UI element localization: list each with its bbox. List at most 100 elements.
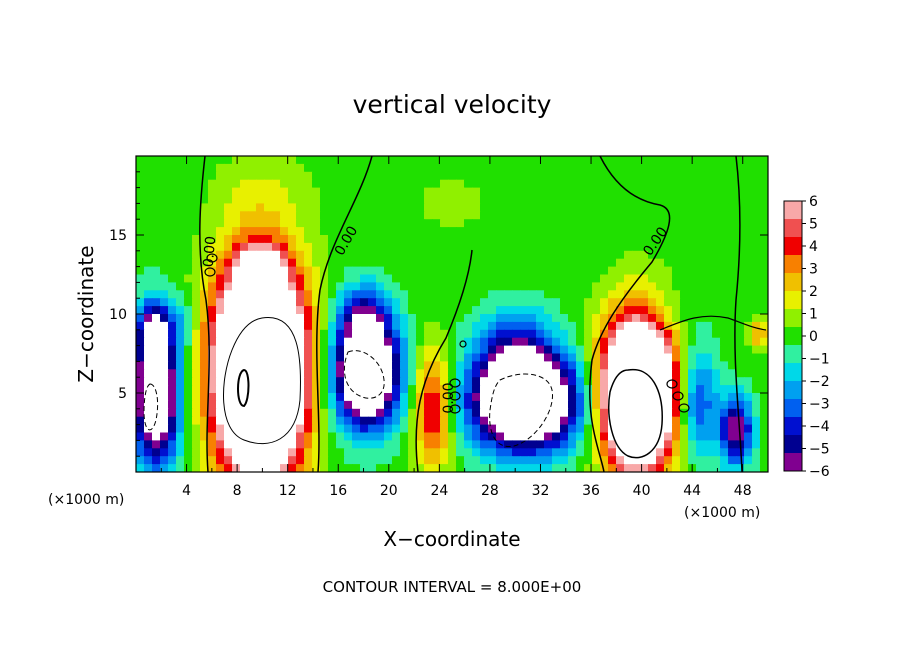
heatmap-cell bbox=[200, 321, 209, 331]
heatmap-cell bbox=[208, 321, 217, 331]
heatmap-cell bbox=[536, 321, 545, 331]
heatmap-cell bbox=[464, 329, 473, 339]
heatmap-cell bbox=[176, 345, 185, 355]
heatmap-cell bbox=[608, 258, 617, 268]
heatmap-cell bbox=[376, 290, 385, 299]
heatmap-cell bbox=[720, 274, 729, 283]
heatmap-cell bbox=[384, 203, 393, 212]
heatmap-cell bbox=[496, 258, 505, 268]
heatmap-cell bbox=[312, 179, 321, 189]
heatmap-cell bbox=[144, 369, 153, 378]
heatmap-cell bbox=[552, 227, 561, 236]
heatmap-cell bbox=[512, 321, 521, 331]
heatmap-cell bbox=[312, 400, 321, 410]
heatmap-cell bbox=[512, 163, 521, 173]
heatmap-cell bbox=[464, 203, 473, 212]
heatmap-cell bbox=[224, 361, 233, 370]
heatmap-cell bbox=[536, 432, 545, 441]
heatmap-cell bbox=[224, 258, 233, 268]
colorbar-label: −2 bbox=[809, 374, 830, 390]
heatmap-cell bbox=[624, 242, 633, 252]
heatmap-cell bbox=[712, 369, 721, 378]
heatmap-cell bbox=[440, 393, 449, 402]
heatmap-cell bbox=[216, 440, 225, 449]
heatmap-cell bbox=[328, 187, 337, 197]
heatmap-cell bbox=[600, 314, 609, 323]
heatmap-cell bbox=[176, 290, 185, 299]
heatmap-cell bbox=[456, 353, 465, 362]
heatmap-cell bbox=[528, 361, 537, 370]
heatmap-cell bbox=[272, 242, 281, 252]
heatmap-cell bbox=[408, 235, 417, 244]
heatmap-cell bbox=[240, 306, 249, 315]
heatmap-cell bbox=[752, 385, 761, 394]
heatmap-cell bbox=[680, 369, 689, 378]
heatmap-cell bbox=[688, 456, 697, 465]
heatmap-cell bbox=[224, 298, 233, 307]
heatmap-cell bbox=[296, 227, 305, 236]
heatmap-cell bbox=[528, 464, 537, 472]
heatmap-cell bbox=[544, 171, 553, 181]
heatmap-cell bbox=[520, 298, 529, 307]
heatmap-cell bbox=[448, 361, 457, 370]
heatmap-cell bbox=[440, 424, 449, 434]
heatmap-cell bbox=[600, 235, 609, 244]
heatmap-cell bbox=[304, 266, 313, 276]
heatmap-cell bbox=[696, 298, 705, 307]
heatmap-cell bbox=[480, 329, 489, 339]
heatmap-cell bbox=[248, 448, 257, 457]
heatmap-cell bbox=[752, 321, 761, 331]
heatmap-cell bbox=[656, 258, 665, 268]
heatmap-cell bbox=[240, 377, 249, 386]
heatmap-cell bbox=[552, 361, 561, 370]
heatmap-cell bbox=[376, 211, 385, 220]
heatmap-cell bbox=[568, 337, 577, 347]
heatmap-cell bbox=[688, 179, 697, 189]
heatmap-cell bbox=[376, 227, 385, 236]
heatmap-cell bbox=[368, 440, 377, 449]
heatmap-cell bbox=[296, 258, 305, 268]
heatmap-cell bbox=[360, 432, 369, 441]
heatmap-cell bbox=[192, 258, 201, 268]
heatmap-cell bbox=[312, 321, 321, 331]
heatmap-cell bbox=[560, 163, 569, 173]
heatmap-cell bbox=[344, 456, 353, 465]
heatmap-cell bbox=[552, 163, 561, 173]
heatmap-cell bbox=[224, 219, 233, 228]
heatmap-cell bbox=[448, 242, 457, 252]
heatmap-cell bbox=[568, 227, 577, 236]
heatmap-cell bbox=[408, 353, 417, 362]
heatmap-cell bbox=[656, 314, 665, 323]
updraft-contour bbox=[608, 368, 663, 459]
heatmap-cell bbox=[624, 369, 633, 378]
heatmap-cell bbox=[176, 306, 185, 315]
heatmap-cell bbox=[416, 179, 425, 189]
heatmap-cell bbox=[720, 337, 729, 347]
heatmap-cell bbox=[216, 345, 225, 355]
heatmap-cell bbox=[384, 195, 393, 204]
heatmap-cell bbox=[712, 250, 721, 260]
heatmap-cell bbox=[720, 282, 729, 291]
heatmap-cell bbox=[664, 353, 673, 362]
heatmap-cell bbox=[520, 219, 529, 228]
heatmap-cell bbox=[152, 464, 161, 472]
heatmap-cell bbox=[576, 329, 585, 339]
heatmap-cell bbox=[352, 282, 361, 291]
heatmap-cell bbox=[448, 424, 457, 434]
heatmap-cell bbox=[656, 298, 665, 307]
heatmap-cell bbox=[560, 290, 569, 299]
heatmap-cell bbox=[352, 203, 361, 212]
heatmap-cell bbox=[536, 242, 545, 252]
heatmap-cell bbox=[352, 290, 361, 299]
heatmap-cell bbox=[360, 171, 369, 181]
heatmap-cell bbox=[640, 282, 649, 291]
heatmap-cell bbox=[648, 163, 657, 173]
heatmap-cell bbox=[288, 156, 297, 165]
heatmap-cell bbox=[696, 400, 705, 410]
heatmap-cell bbox=[560, 424, 569, 434]
heatmap-cell bbox=[440, 250, 449, 260]
heatmap-cell bbox=[264, 211, 273, 220]
heatmap-cell bbox=[240, 203, 249, 212]
heatmap-cell bbox=[232, 345, 241, 355]
heatmap-cell bbox=[152, 456, 161, 465]
